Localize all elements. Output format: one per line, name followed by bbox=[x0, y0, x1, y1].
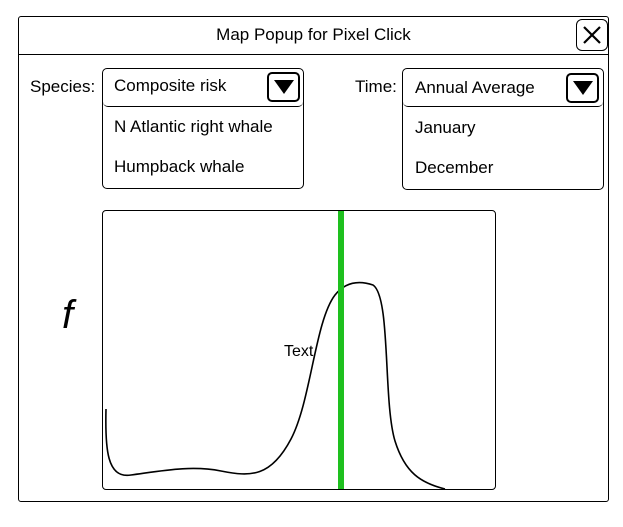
triangle-down-icon bbox=[573, 81, 593, 95]
density-curve bbox=[105, 281, 446, 489]
species-option-right-whale[interactable]: N Atlantic right whale bbox=[114, 117, 273, 136]
time-selected-value: Annual Average bbox=[415, 78, 535, 97]
close-icon bbox=[583, 26, 601, 44]
triangle-down-icon bbox=[274, 80, 294, 94]
density-plot: Text bbox=[102, 210, 496, 490]
species-selected-value: Composite risk bbox=[114, 76, 227, 95]
species-dropdown-toggle[interactable] bbox=[267, 72, 300, 102]
species-label: Species: bbox=[30, 77, 96, 96]
time-dropdown: Annual Average January December bbox=[402, 68, 604, 190]
species-option-humpback[interactable]: Humpback whale bbox=[114, 157, 245, 176]
plot-y-label: f bbox=[62, 293, 74, 337]
density-plot-canvas: Text bbox=[105, 211, 446, 489]
dialog-title: Map Popup for Pixel Click bbox=[216, 25, 411, 44]
species-dropdown: Composite risk N Atlantic right whale Hu… bbox=[102, 68, 304, 189]
time-label: Time: bbox=[355, 77, 397, 96]
time-option-january[interactable]: January bbox=[415, 118, 476, 137]
close-button[interactable] bbox=[576, 19, 608, 51]
species-select[interactable]: Composite risk bbox=[103, 69, 303, 107]
time-select[interactable]: Annual Average bbox=[403, 69, 603, 107]
title-bar: Map Popup for Pixel Click bbox=[19, 17, 608, 55]
time-dropdown-toggle[interactable] bbox=[566, 73, 599, 103]
time-option-december[interactable]: December bbox=[415, 158, 494, 177]
plot-annotation: Text bbox=[284, 343, 314, 360]
